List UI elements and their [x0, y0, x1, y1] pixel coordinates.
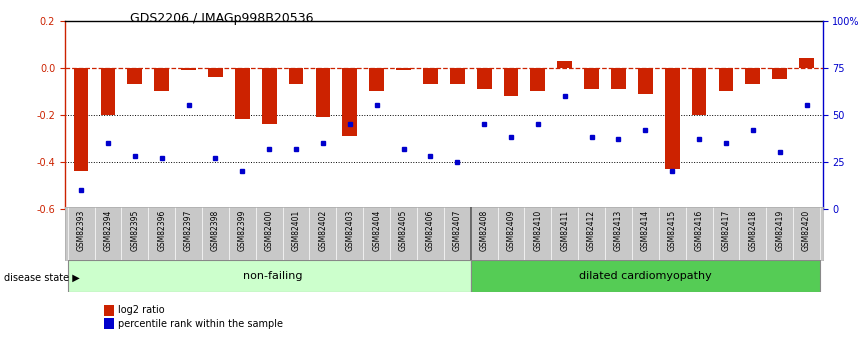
Bar [719, 68, 734, 91]
Bar [423, 68, 438, 84]
Text: GSM82408: GSM82408 [480, 210, 488, 251]
Text: disease state ▶: disease state ▶ [4, 273, 80, 283]
Bar [68, 260, 471, 292]
Text: log2 ratio: log2 ratio [118, 305, 165, 315]
Bar [127, 68, 142, 84]
Bar [772, 68, 787, 79]
Text: GSM82397: GSM82397 [184, 210, 193, 251]
Text: GSM82402: GSM82402 [319, 210, 327, 251]
Bar [288, 68, 303, 84]
Text: GSM82401: GSM82401 [292, 210, 301, 251]
Text: GDS2206 / IMAGp998B20536: GDS2206 / IMAGp998B20536 [130, 12, 313, 25]
Bar [74, 68, 88, 171]
Bar [692, 68, 707, 115]
Text: GSM82398: GSM82398 [211, 210, 220, 251]
Bar [638, 68, 653, 93]
Bar [154, 68, 169, 91]
Bar [315, 68, 330, 117]
Text: GSM82420: GSM82420 [802, 210, 811, 251]
Text: GSM82393: GSM82393 [76, 210, 86, 251]
Bar [558, 61, 572, 68]
Text: GSM82404: GSM82404 [372, 210, 381, 251]
Bar [477, 68, 492, 89]
Bar [471, 260, 820, 292]
Bar [235, 68, 249, 119]
Text: percentile rank within the sample: percentile rank within the sample [118, 319, 283, 329]
Text: GSM82419: GSM82419 [775, 210, 785, 251]
Text: GSM82410: GSM82410 [533, 210, 542, 251]
Bar [585, 68, 599, 89]
Text: GSM82395: GSM82395 [130, 210, 139, 251]
Text: dilated cardiomyopathy: dilated cardiomyopathy [579, 271, 712, 281]
Text: GSM82414: GSM82414 [641, 210, 650, 251]
Text: GSM82399: GSM82399 [238, 210, 247, 251]
Bar [342, 68, 357, 136]
Text: GSM82411: GSM82411 [560, 210, 569, 251]
Text: GSM82418: GSM82418 [748, 210, 758, 251]
Text: GSM82396: GSM82396 [158, 210, 166, 251]
Bar [449, 68, 465, 84]
Text: GSM82417: GSM82417 [721, 210, 730, 251]
Bar [262, 68, 276, 124]
Bar [746, 68, 760, 84]
Bar [100, 68, 115, 115]
Bar [208, 68, 223, 77]
Bar [611, 68, 626, 89]
Bar [396, 68, 410, 70]
Text: GSM82413: GSM82413 [614, 210, 623, 251]
Bar [665, 68, 680, 169]
Bar [181, 68, 196, 70]
Bar [531, 68, 546, 91]
Text: GSM82405: GSM82405 [399, 210, 408, 251]
Text: GSM82409: GSM82409 [507, 210, 515, 251]
Text: GSM82403: GSM82403 [346, 210, 354, 251]
Text: GSM82415: GSM82415 [668, 210, 676, 251]
Text: GSM82416: GSM82416 [695, 210, 703, 251]
Bar [369, 68, 384, 91]
Text: GSM82406: GSM82406 [426, 210, 435, 251]
Bar [504, 68, 519, 96]
Text: GSM82394: GSM82394 [103, 210, 113, 251]
Text: GSM82412: GSM82412 [587, 210, 596, 251]
Text: non-failing: non-failing [243, 271, 303, 281]
Bar [799, 58, 814, 68]
Text: GSM82400: GSM82400 [265, 210, 274, 251]
Text: GSM82407: GSM82407 [453, 210, 462, 251]
